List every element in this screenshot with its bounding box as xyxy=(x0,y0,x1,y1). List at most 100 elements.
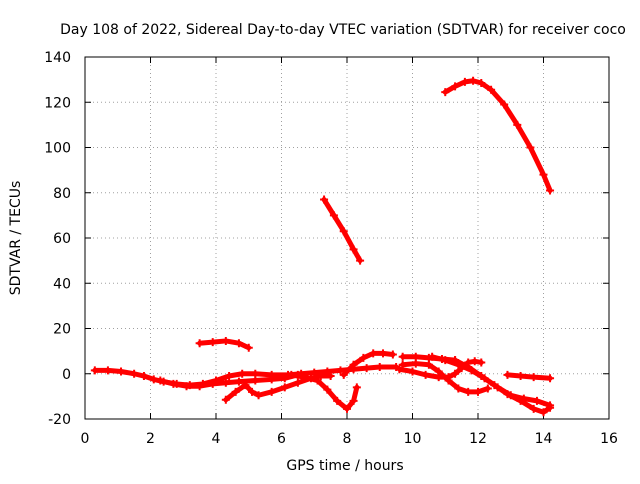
y-tick-label: 100 xyxy=(44,141,71,157)
x-tick-label: 14 xyxy=(535,431,553,447)
series-line xyxy=(504,372,553,381)
data-point xyxy=(454,384,463,393)
data-point xyxy=(333,396,342,405)
data-point xyxy=(398,360,407,369)
y-tick-label: 60 xyxy=(53,231,71,247)
data-point xyxy=(287,370,296,379)
chart-title: Day 108 of 2022, Sidereal Day-to-day VTE… xyxy=(60,22,626,38)
data-point xyxy=(280,374,289,383)
data-point xyxy=(349,360,358,369)
data-point xyxy=(182,382,191,391)
data-point xyxy=(221,336,230,345)
data-point xyxy=(359,353,368,362)
y-tick-label: 120 xyxy=(44,95,71,111)
data-point xyxy=(441,356,450,365)
data-point xyxy=(103,366,112,375)
y-tick-labels: -20 0 20 40 60 80 100 120 140 xyxy=(44,50,71,428)
data-point xyxy=(546,374,555,383)
data-point xyxy=(490,381,499,390)
data-point xyxy=(503,390,512,399)
data-point xyxy=(90,366,99,375)
data-point xyxy=(251,376,260,385)
data-point xyxy=(546,403,555,412)
data-point xyxy=(117,367,126,376)
series-arc-5 xyxy=(156,370,302,391)
data-point xyxy=(532,396,541,405)
data-point xyxy=(352,383,361,392)
data-point xyxy=(477,372,486,381)
data-point xyxy=(451,356,460,365)
data-point xyxy=(470,357,479,366)
data-point xyxy=(464,362,473,371)
data-point xyxy=(300,373,309,382)
data-point xyxy=(503,370,512,379)
data-point xyxy=(362,364,371,373)
y-tick-label: 80 xyxy=(53,186,71,202)
x-axis-label: GPS time / hours xyxy=(286,458,403,474)
data-point xyxy=(156,376,165,385)
data-point xyxy=(460,77,469,86)
data-point xyxy=(513,120,522,129)
data-point xyxy=(326,372,335,381)
series-line xyxy=(197,338,252,351)
data-point xyxy=(529,404,538,413)
series-line xyxy=(400,361,491,395)
data-point xyxy=(208,338,217,347)
x-tick-label: 8 xyxy=(343,431,352,447)
y-tick-label: 40 xyxy=(53,276,71,292)
x-tick-label: 2 xyxy=(146,431,155,447)
data-point xyxy=(149,375,158,384)
series-line xyxy=(321,197,363,264)
series-arc-1 xyxy=(441,76,555,195)
data-point xyxy=(474,387,482,396)
data-point xyxy=(267,387,276,396)
data-point xyxy=(408,367,417,376)
data-point xyxy=(395,365,404,374)
x-tick-labels: 0 2 4 6 8 10 12 14 16 xyxy=(81,431,618,447)
data-point xyxy=(349,245,358,254)
data-point xyxy=(221,395,230,404)
data-point xyxy=(379,349,388,358)
data-point xyxy=(539,170,548,179)
y-tick-label: -20 xyxy=(48,412,71,428)
y-tick-label: 20 xyxy=(53,322,71,338)
x-tick-label: 10 xyxy=(404,431,422,447)
data-point xyxy=(356,256,365,265)
data-point xyxy=(343,404,351,413)
data-point xyxy=(238,369,247,378)
x-tick-label: 0 xyxy=(81,431,90,447)
data-point xyxy=(225,372,234,381)
x-tick-label: 12 xyxy=(469,431,487,447)
data-point xyxy=(329,211,338,220)
data-point xyxy=(477,79,486,88)
series-arc-3 xyxy=(195,336,253,352)
data-point xyxy=(516,372,525,381)
data-point xyxy=(349,396,358,405)
data-point xyxy=(280,383,289,392)
series-arc-7 xyxy=(287,370,361,413)
data-point xyxy=(313,376,322,385)
series-arc-14 xyxy=(503,370,555,383)
data-point xyxy=(267,375,276,384)
data-point xyxy=(139,372,148,381)
data-point xyxy=(469,76,478,85)
data-point xyxy=(424,360,433,369)
x-tick-label: 16 xyxy=(600,431,618,447)
data-point xyxy=(234,339,243,348)
data-point xyxy=(526,143,535,152)
data-point xyxy=(234,377,243,386)
data-point xyxy=(421,370,430,379)
data-point xyxy=(339,227,348,236)
series-arc-8 xyxy=(339,349,397,379)
data-point xyxy=(195,382,204,391)
x-tick-label: 4 xyxy=(212,431,221,447)
data-point xyxy=(411,359,420,368)
series-line xyxy=(442,78,553,193)
data-point xyxy=(411,352,420,361)
series-line xyxy=(452,357,553,415)
data-point xyxy=(500,100,509,109)
grid-lines xyxy=(85,57,609,419)
data-point xyxy=(323,385,332,394)
data-point xyxy=(428,352,437,361)
